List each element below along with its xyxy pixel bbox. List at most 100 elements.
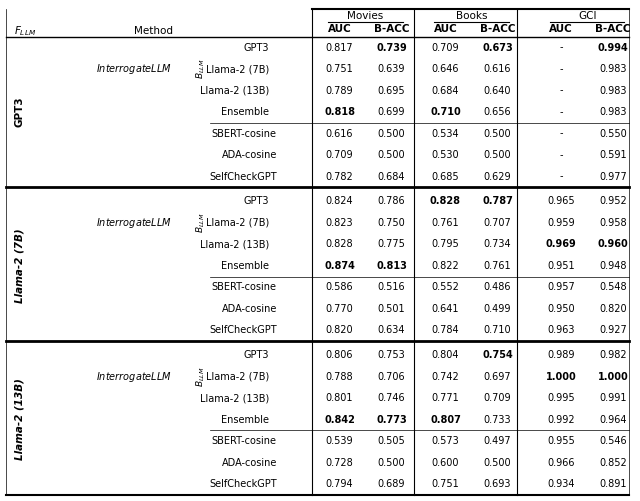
Text: 0.948: 0.948: [600, 261, 627, 271]
Text: 0.754: 0.754: [482, 350, 513, 360]
Text: Llama-2 (7B): Llama-2 (7B): [206, 372, 269, 382]
Text: 0.852: 0.852: [599, 457, 627, 467]
Text: 0.486: 0.486: [484, 282, 511, 292]
Text: Llama-2 (13B): Llama-2 (13B): [14, 379, 24, 460]
Text: 0.991: 0.991: [600, 393, 627, 403]
Text: 0.775: 0.775: [378, 239, 406, 249]
Text: -: -: [559, 107, 563, 117]
Text: $InterrogateLLM$: $InterrogateLLM$: [96, 370, 172, 384]
Text: 0.693: 0.693: [484, 479, 511, 489]
Text: SBERT-cosine: SBERT-cosine: [212, 436, 277, 446]
Text: 0.959: 0.959: [547, 218, 575, 228]
Text: GPT3: GPT3: [244, 350, 269, 360]
Text: 0.820: 0.820: [599, 304, 627, 314]
Text: 0.641: 0.641: [432, 304, 460, 314]
Text: 0.770: 0.770: [326, 304, 353, 314]
Text: 0.728: 0.728: [326, 457, 353, 467]
Text: 0.874: 0.874: [324, 261, 355, 271]
Text: 0.586: 0.586: [326, 282, 353, 292]
Text: Method: Method: [134, 26, 173, 36]
Text: SelfCheckGPT: SelfCheckGPT: [209, 325, 277, 335]
Text: B-ACC: B-ACC: [480, 24, 515, 34]
Text: 0.795: 0.795: [431, 239, 460, 249]
Text: 0.934: 0.934: [547, 479, 575, 489]
Text: 0.789: 0.789: [326, 86, 353, 96]
Text: Llama-2 (7B): Llama-2 (7B): [206, 64, 269, 74]
Text: 0.707: 0.707: [484, 218, 511, 228]
Text: SelfCheckGPT: SelfCheckGPT: [209, 479, 277, 489]
Text: 0.822: 0.822: [431, 261, 460, 271]
Text: 0.960: 0.960: [598, 239, 628, 249]
Text: 0.695: 0.695: [378, 86, 405, 96]
Text: 0.709: 0.709: [326, 150, 353, 160]
Text: 0.734: 0.734: [484, 239, 511, 249]
Text: 0.684: 0.684: [378, 171, 405, 181]
Text: -: -: [559, 43, 563, 53]
Text: 0.753: 0.753: [378, 350, 405, 360]
Text: 0.958: 0.958: [599, 218, 627, 228]
Text: 0.801: 0.801: [326, 393, 353, 403]
Text: -: -: [559, 64, 563, 74]
Text: 0.788: 0.788: [326, 372, 353, 382]
Text: 0.742: 0.742: [431, 372, 460, 382]
Text: 0.600: 0.600: [432, 457, 460, 467]
Text: -: -: [559, 150, 563, 160]
Text: Books: Books: [456, 11, 487, 21]
Text: 0.673: 0.673: [482, 43, 513, 53]
Text: $F_{LLM}$: $F_{LLM}$: [14, 24, 36, 38]
Text: 0.786: 0.786: [378, 196, 405, 206]
Text: 0.823: 0.823: [326, 218, 353, 228]
Text: Llama-2 (13B): Llama-2 (13B): [200, 393, 269, 403]
Text: 0.787: 0.787: [482, 196, 513, 206]
Text: 0.773: 0.773: [376, 414, 407, 424]
Text: 0.891: 0.891: [600, 479, 627, 489]
Text: Ensemble: Ensemble: [221, 107, 269, 117]
Text: 0.709: 0.709: [484, 393, 511, 403]
Text: 0.750: 0.750: [378, 218, 405, 228]
Text: 0.516: 0.516: [378, 282, 405, 292]
Text: 0.640: 0.640: [484, 86, 511, 96]
Text: 0.552: 0.552: [431, 282, 460, 292]
Text: 0.739: 0.739: [376, 43, 407, 53]
Text: 0.807: 0.807: [430, 414, 461, 424]
Text: 0.505: 0.505: [378, 436, 405, 446]
Text: 0.813: 0.813: [376, 261, 407, 271]
Text: 1.000: 1.000: [546, 372, 577, 382]
Text: 0.818: 0.818: [324, 107, 355, 117]
Text: SelfCheckGPT: SelfCheckGPT: [209, 171, 277, 181]
Text: 0.828: 0.828: [326, 239, 353, 249]
Text: 0.804: 0.804: [432, 350, 460, 360]
Text: 0.994: 0.994: [598, 43, 628, 53]
Text: 0.806: 0.806: [326, 350, 353, 360]
Text: 0.534: 0.534: [431, 129, 460, 139]
Text: 0.548: 0.548: [599, 282, 627, 292]
Text: 0.699: 0.699: [378, 107, 405, 117]
Text: 0.616: 0.616: [326, 129, 353, 139]
Text: 0.501: 0.501: [378, 304, 405, 314]
Text: 0.591: 0.591: [599, 150, 627, 160]
Text: 0.530: 0.530: [431, 150, 460, 160]
Text: 0.550: 0.550: [599, 129, 627, 139]
Text: 0.539: 0.539: [326, 436, 353, 446]
Text: $InterrogateLLM$: $InterrogateLLM$: [96, 216, 172, 230]
Text: 0.710: 0.710: [430, 107, 461, 117]
Text: 0.500: 0.500: [378, 457, 405, 467]
Text: Llama-2 (7B): Llama-2 (7B): [14, 228, 24, 303]
Text: 0.995: 0.995: [547, 393, 575, 403]
Text: GPT3: GPT3: [14, 97, 24, 127]
Text: GPT3: GPT3: [244, 43, 269, 53]
Text: Llama-2 (13B): Llama-2 (13B): [200, 239, 269, 249]
Text: 0.817: 0.817: [326, 43, 353, 53]
Text: 0.499: 0.499: [484, 304, 511, 314]
Text: AUC: AUC: [549, 24, 573, 34]
Text: 0.782: 0.782: [326, 171, 353, 181]
Text: 0.646: 0.646: [432, 64, 460, 74]
Text: 0.733: 0.733: [484, 414, 511, 424]
Text: $InterrogateLLM$: $InterrogateLLM$: [96, 62, 172, 76]
Text: 0.950: 0.950: [547, 304, 575, 314]
Text: 0.500: 0.500: [484, 150, 511, 160]
Text: 0.951: 0.951: [547, 261, 575, 271]
Text: AUC: AUC: [434, 24, 458, 34]
Text: -: -: [559, 129, 563, 139]
Text: ADA-cosine: ADA-cosine: [221, 457, 277, 467]
